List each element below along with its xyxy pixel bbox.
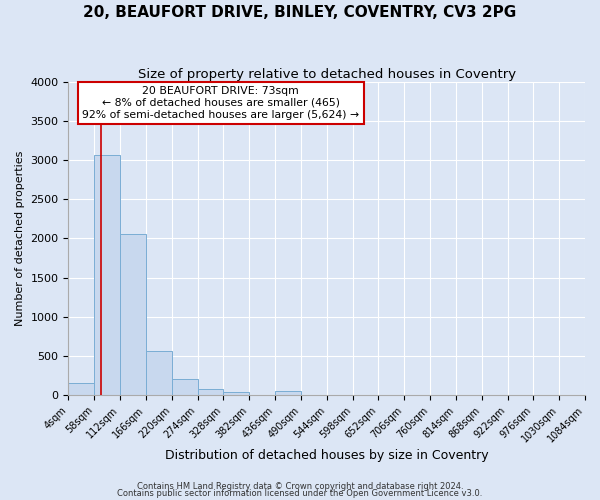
Bar [94, 154, 120, 395]
Text: 20 BEAUFORT DRIVE: 73sqm
← 8% of detached houses are smaller (465)
92% of semi-d: 20 BEAUFORT DRIVE: 73sqm ← 8% of detache… [82, 86, 359, 120]
Text: Contains public sector information licensed under the Open Government Licence v3: Contains public sector information licen… [118, 490, 482, 498]
Bar [197, 390, 223, 395]
Bar [120, 234, 146, 395]
Bar [146, 351, 172, 395]
Bar [223, 392, 249, 395]
Bar [172, 379, 197, 395]
Bar [275, 391, 301, 395]
Text: Contains HM Land Registry data © Crown copyright and database right 2024.: Contains HM Land Registry data © Crown c… [137, 482, 463, 491]
Bar [68, 384, 94, 395]
X-axis label: Distribution of detached houses by size in Coventry: Distribution of detached houses by size … [165, 450, 488, 462]
Y-axis label: Number of detached properties: Number of detached properties [15, 150, 25, 326]
Title: Size of property relative to detached houses in Coventry: Size of property relative to detached ho… [137, 68, 516, 80]
Text: 20, BEAUFORT DRIVE, BINLEY, COVENTRY, CV3 2PG: 20, BEAUFORT DRIVE, BINLEY, COVENTRY, CV… [83, 5, 517, 20]
